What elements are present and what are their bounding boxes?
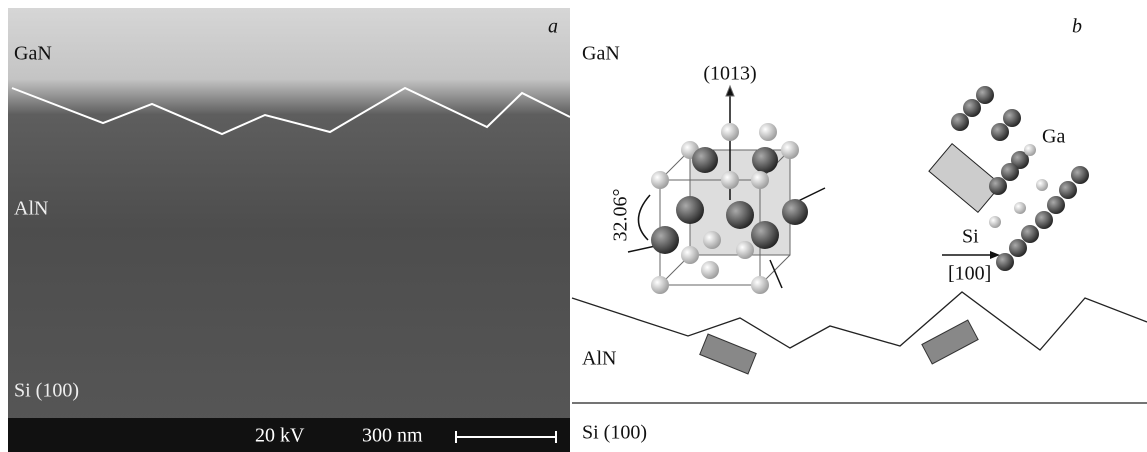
panel-b: b GaN AlN Si (100) bbox=[572, 16, 1147, 444]
panel-a: a GaN AlN Si (100) 20 kV 300 nm bbox=[8, 8, 570, 452]
substrate-label: Si bbox=[962, 226, 979, 248]
interface-line bbox=[572, 292, 1147, 350]
atom-chains bbox=[929, 86, 1089, 271]
panel-label: a bbox=[548, 16, 558, 38]
sem-image bbox=[8, 8, 570, 452]
crystallite bbox=[922, 320, 978, 364]
angle-label: 32.06° bbox=[610, 189, 632, 242]
substrate-direction: [100] bbox=[948, 263, 991, 285]
direction-label: (1013) bbox=[703, 63, 756, 85]
scale-label: 300 nm bbox=[362, 425, 423, 447]
layer-label: Si (100) bbox=[14, 380, 79, 402]
voltage: 20 kV bbox=[255, 425, 305, 447]
layer-label: AlN bbox=[14, 198, 48, 220]
layer-label: GaN bbox=[14, 43, 52, 65]
atom-label: Ga bbox=[1042, 126, 1065, 148]
page: a GaN AlN Si (100) 20 kV 300 nm b GaN Al… bbox=[0, 0, 1147, 452]
layer-label: AlN bbox=[582, 348, 616, 370]
crystal-cell bbox=[628, 86, 825, 294]
crystallite bbox=[700, 334, 756, 374]
layer-label: GaN bbox=[582, 43, 620, 65]
figure: a GaN AlN Si (100) 20 kV 300 nm b GaN Al… bbox=[0, 0, 1147, 452]
panel-label: b bbox=[1072, 16, 1082, 38]
layer-label: Si (100) bbox=[582, 422, 647, 444]
